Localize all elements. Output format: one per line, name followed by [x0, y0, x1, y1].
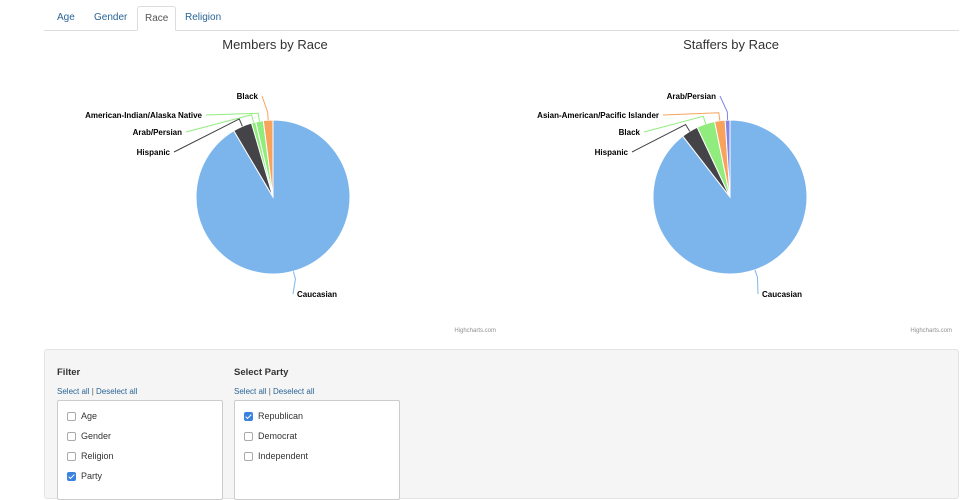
checkbox[interactable]	[67, 411, 76, 421]
checkbox[interactable]	[244, 431, 253, 441]
tab-gender[interactable]: Gender	[94, 12, 128, 23]
slice-label: Arab/Persian	[133, 128, 182, 137]
party-option-independent[interactable]: Independent	[244, 450, 308, 462]
label-connector	[292, 271, 296, 295]
option-label: Religion	[81, 451, 114, 461]
party-select-links: Select all | Deselect all	[234, 387, 314, 396]
party-deselect-all-link[interactable]: Deselect all	[273, 387, 315, 396]
option-label: Gender	[81, 431, 112, 441]
highcharts-credits[interactable]: Highcharts.com	[454, 328, 496, 334]
filter-option-party[interactable]: Party	[67, 470, 102, 482]
checkbox[interactable]	[67, 471, 76, 481]
slice-label: Black	[619, 128, 641, 137]
slice-label: Hispanic	[595, 148, 629, 157]
checkbox[interactable]	[67, 431, 76, 441]
option-label: Party	[81, 471, 103, 481]
label-connector	[643, 115, 707, 133]
filter-select-all-link[interactable]: Select all	[57, 387, 90, 396]
party-option-republican[interactable]: Republican	[244, 410, 303, 422]
filter-option-gender[interactable]: Gender	[67, 430, 111, 442]
slice-label: Hispanic	[137, 148, 171, 157]
filter-panel: Filter Select all | Deselect all Age Gen…	[44, 349, 959, 500]
label-connector	[261, 95, 269, 121]
filter-option-religion[interactable]: Religion	[67, 450, 114, 462]
members-pie: Caucasian Hispanic Arab/Persian American-In…	[85, 92, 351, 299]
slice-label: Arab/Persian	[667, 92, 716, 101]
label-connector	[185, 114, 255, 133]
filter-deselect-all-link[interactable]: Deselect all	[96, 387, 138, 396]
slice-label: Caucasian	[762, 290, 802, 299]
label-connector	[662, 112, 721, 121]
checkbox[interactable]	[244, 411, 253, 421]
filter-title: Filter	[57, 367, 81, 378]
filter-checklist: Age Gender Religion Party	[57, 400, 223, 500]
party-option-democrat[interactable]: Democrat	[244, 430, 297, 442]
chart-title: Members by Race	[222, 37, 328, 52]
filter-select-links: Select all | Deselect all	[57, 387, 137, 396]
option-label: Democrat	[258, 431, 298, 441]
party-checklist: Republican Democrat Independent	[234, 400, 400, 500]
staffers-pie: Caucasian Hispanic Black Asian-American/Pac…	[537, 92, 808, 299]
label-connector	[205, 112, 261, 122]
party-select-all-link[interactable]: Select all	[234, 387, 267, 396]
tab-religion[interactable]: Religion	[185, 12, 222, 23]
chart-tabs: Age Gender Race Religion	[44, 6, 959, 31]
highcharts-credits[interactable]: Highcharts.com	[910, 328, 952, 334]
chart-title: Staffers by Race	[683, 37, 779, 52]
link-separator: |	[268, 387, 271, 396]
filter-option-age[interactable]: Age	[67, 410, 97, 422]
slice-label: American-Indian/Alaska Native	[85, 111, 202, 120]
staffers-by-race-chart: Staffers by Race Caucasian Hispanic Black A…	[496, 32, 966, 342]
checkbox[interactable]	[67, 451, 76, 461]
members-by-race-chart: Members by Race Caucasian Hispanic Arab/Pe…	[40, 32, 510, 342]
checkbox[interactable]	[244, 451, 253, 461]
option-label: Republican	[258, 411, 304, 421]
tab-age[interactable]: Age	[57, 12, 75, 23]
party-title: Select Party	[234, 367, 289, 378]
slice-label: Caucasian	[297, 290, 337, 299]
label-connector	[173, 118, 243, 153]
option-label: Independent	[258, 451, 309, 461]
option-label: Age	[81, 411, 98, 421]
label-connector	[754, 269, 759, 295]
label-connector	[631, 123, 691, 153]
label-connector	[719, 95, 729, 121]
link-separator: |	[91, 387, 94, 396]
slice-label: Black	[237, 92, 259, 101]
slice-label: Asian-American/Pacific Islander	[537, 111, 659, 120]
tab-race[interactable]: Race	[137, 6, 177, 31]
